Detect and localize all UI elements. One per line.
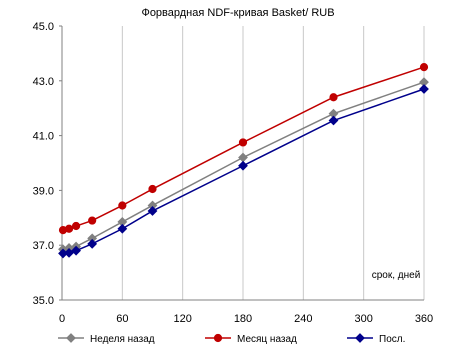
- legend-marker-2: [355, 333, 365, 343]
- y-axis-ticks: 35.0 37.0 39.0 41.0 43.0 45.0: [33, 21, 62, 307]
- series-line-2: [62, 88, 425, 255]
- legend-marker-0: [66, 333, 76, 343]
- grid-lines: [121, 26, 425, 300]
- series-2: [58, 84, 429, 259]
- data-point-s1-3: [88, 216, 97, 225]
- data-point-s2-2: [71, 245, 81, 256]
- y-tick-label-39: 39.0: [33, 185, 54, 197]
- legend-marker-1: [213, 333, 223, 343]
- legend: Неделя назад Месяц назад Посл.: [58, 333, 405, 345]
- y-tick-label-37: 37.0: [33, 240, 54, 252]
- data-point-s2-1: [64, 247, 74, 258]
- legend-label-0: Неделя назад: [90, 334, 155, 345]
- y-tick-label-43: 43.0: [33, 76, 54, 88]
- data-point-s1-5: [148, 184, 157, 194]
- data-point-s2-5: [147, 206, 158, 216]
- data-point-s2-7: [328, 115, 339, 126]
- y-tick-label-41: 41.0: [33, 131, 54, 143]
- legend-label-2: Посл.: [379, 334, 405, 345]
- x-tick-label-180: 180: [234, 313, 252, 325]
- x-tick-label-60: 60: [116, 313, 128, 325]
- data-point-s2-8: [419, 84, 429, 94]
- data-point-s1-7: [329, 93, 338, 102]
- series-line-1: [62, 66, 425, 231]
- x-axis-ticks: 0 60 120 180 240 300 360: [59, 313, 433, 325]
- data-point-s1-8: [419, 63, 429, 72]
- x-axis-annotation: срок, дней: [372, 270, 421, 281]
- legend-label-1: Месяц назад: [237, 334, 297, 345]
- series-1: [58, 63, 429, 235]
- data-point-s2-6: [238, 160, 248, 171]
- data-point-s2-3: [87, 238, 98, 249]
- x-tick-label-120: 120: [173, 313, 191, 325]
- y-tick-label-45: 45.0: [33, 21, 54, 33]
- data-point-s1-4: [118, 201, 127, 210]
- x-tick-label-240: 240: [294, 313, 312, 325]
- x-tick-label-360: 360: [415, 313, 433, 325]
- data-point-s1-1: [64, 224, 74, 233]
- y-tick-label-35: 35.0: [33, 295, 54, 307]
- x-tick-label-300: 300: [354, 313, 372, 325]
- series-group: [58, 63, 429, 259]
- x-tick-label-0: 0: [59, 313, 65, 325]
- chart-title: Форвардная NDF-кривая Basket/ RUB: [141, 7, 334, 19]
- data-point-s1-6: [238, 138, 248, 147]
- data-point-s2-4: [117, 223, 128, 234]
- data-point-s1-2: [71, 221, 81, 231]
- data-point-s0-6: [238, 152, 248, 163]
